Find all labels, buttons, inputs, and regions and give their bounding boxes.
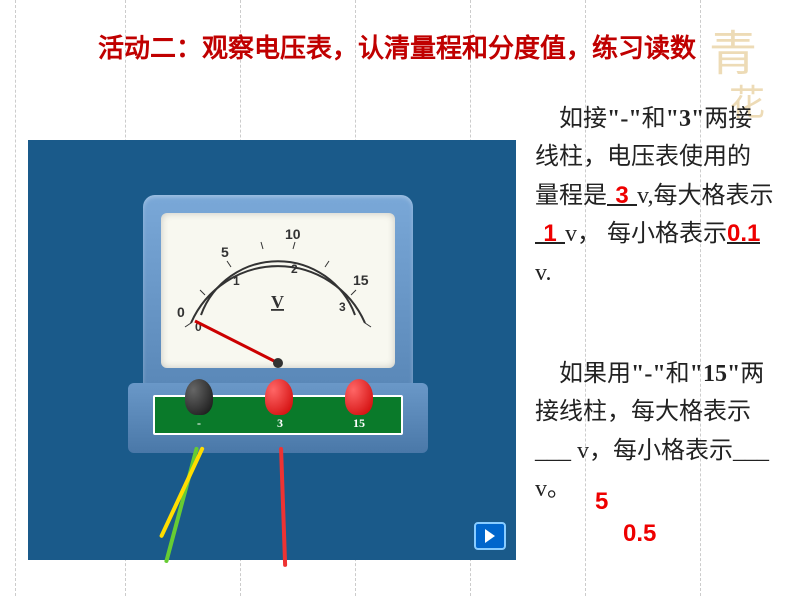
p1-text: 和 bbox=[642, 106, 666, 132]
answer-minor-15: 0.5 bbox=[623, 515, 656, 553]
dial-face: 0 5 10 15 0 1 2 3 V bbox=[161, 213, 395, 368]
answer-major-15: 5 bbox=[595, 483, 608, 521]
p2-text: 和 bbox=[666, 361, 690, 387]
p1-unit: v， bbox=[565, 221, 601, 247]
terminal-3v bbox=[265, 379, 297, 419]
play-button[interactable] bbox=[474, 522, 506, 550]
p2-text: 每小格表示 bbox=[613, 438, 733, 464]
label-minus: - bbox=[197, 416, 201, 431]
label-3: 3 bbox=[277, 416, 283, 431]
svg-text:V: V bbox=[271, 292, 284, 312]
play-icon bbox=[485, 529, 495, 543]
wire-yellow bbox=[159, 446, 205, 538]
p1-text: 每大格表示 bbox=[653, 183, 773, 209]
meter-body: 0 5 10 15 0 1 2 3 V bbox=[143, 195, 413, 385]
needle bbox=[195, 321, 278, 363]
grid-line bbox=[15, 0, 16, 596]
svg-text:10: 10 bbox=[285, 226, 301, 242]
answer-major: 1 bbox=[543, 220, 556, 247]
terminal-minus bbox=[185, 379, 217, 419]
voltmeter-diagram: 0 5 10 15 0 1 2 3 V bbox=[28, 140, 516, 560]
p2-minus: "-" bbox=[631, 361, 666, 387]
svg-text:3: 3 bbox=[339, 300, 346, 314]
p1-minus: "-" bbox=[607, 106, 642, 132]
p2-blank: ___ v， bbox=[535, 438, 613, 464]
label-15: 15 bbox=[353, 416, 365, 431]
paragraph-2: 如果用"-"和"15"两接线柱，每大格表示___ v，每小格表示___ v。 5… bbox=[535, 355, 774, 509]
p1-three: "3" bbox=[666, 106, 705, 132]
terminal-15v bbox=[345, 379, 377, 419]
voltmeter-device: 0 5 10 15 0 1 2 3 V bbox=[128, 195, 428, 495]
p1-unit: v. bbox=[535, 260, 551, 286]
svg-text:2: 2 bbox=[291, 262, 298, 276]
answer-range: 3 bbox=[615, 182, 628, 209]
svg-text:0: 0 bbox=[177, 304, 185, 320]
p1-text: 如接 bbox=[559, 106, 607, 132]
p1-text: 每小格表示 bbox=[607, 221, 727, 247]
terminal-panel: - 3 15 bbox=[153, 395, 403, 435]
svg-text:1: 1 bbox=[233, 274, 240, 288]
paragraph-1: 如接"-"和"3"两接线柱，电压表使用的量程是3v,每大格表示1v， 每小格表示… bbox=[535, 100, 774, 292]
svg-text:15: 15 bbox=[353, 272, 369, 288]
slide-title: 活动二：观察电压表，认清量程和分度值，练习读数 bbox=[50, 28, 744, 65]
answer-minor: 0.1 bbox=[727, 220, 760, 247]
p2-fifteen: "15" bbox=[690, 361, 741, 387]
p2-text: 如果用 bbox=[559, 361, 631, 387]
svg-text:5: 5 bbox=[221, 244, 229, 260]
terminal-base: - 3 15 bbox=[128, 383, 428, 453]
p1-unit: v, bbox=[637, 183, 653, 209]
wire-red bbox=[279, 447, 287, 567]
